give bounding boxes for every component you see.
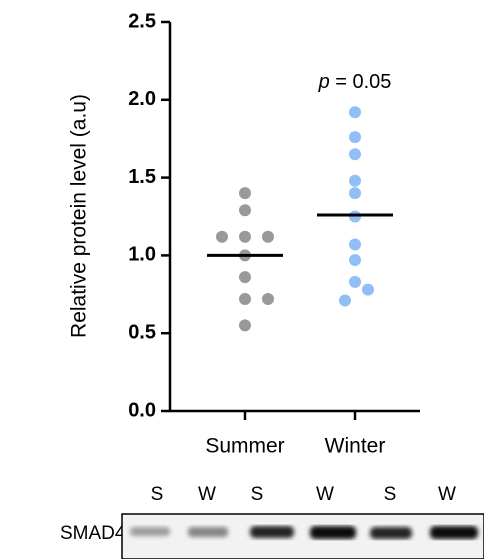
y-tick-label: 0.5 <box>128 321 156 343</box>
band <box>430 526 478 539</box>
p-text: = 0.05 <box>335 71 391 93</box>
blot-label: SMAD4 <box>60 523 126 544</box>
dot <box>349 238 361 251</box>
dot <box>239 319 251 332</box>
dot <box>239 271 251 284</box>
p-value: p = 0.05 <box>318 71 392 93</box>
band <box>250 526 294 538</box>
dot <box>349 106 361 119</box>
dot <box>349 254 361 267</box>
dot <box>262 230 274 243</box>
p-symbol: p <box>318 71 330 93</box>
y-tick-label: 2.5 <box>128 10 156 32</box>
dot <box>349 275 361 288</box>
dot <box>239 292 251 305</box>
x-tick-label: Summer <box>205 435 284 458</box>
band <box>130 527 170 536</box>
lane-label: W <box>316 484 334 505</box>
dot <box>239 230 251 243</box>
y-tick-label: 1.5 <box>128 166 156 188</box>
blot-bands <box>130 526 478 539</box>
x-tick-label: Winter <box>325 435 386 458</box>
dot <box>349 187 361 200</box>
band <box>188 527 228 537</box>
lane-label: S <box>251 484 264 505</box>
lane-label: S <box>151 484 164 505</box>
band <box>310 526 356 539</box>
lane-label: W <box>438 484 456 505</box>
dot <box>349 131 361 144</box>
dot <box>349 210 361 223</box>
dot <box>349 148 361 161</box>
dot <box>339 294 351 307</box>
y-tick-label: 0.0 <box>128 399 156 421</box>
dot <box>362 283 374 296</box>
lane-label: S <box>384 484 397 505</box>
dot <box>216 230 228 243</box>
blot-frame <box>121 513 484 559</box>
dot <box>349 174 361 187</box>
y-axis-label: Relative protein level (a.u) <box>68 94 91 338</box>
y-tick-label: 2.0 <box>128 88 156 110</box>
dot <box>262 292 274 305</box>
dot <box>239 204 251 217</box>
lane-label: W <box>198 484 216 505</box>
dot <box>239 187 251 200</box>
y-tick-label: 1.0 <box>128 244 156 266</box>
band <box>370 527 412 539</box>
